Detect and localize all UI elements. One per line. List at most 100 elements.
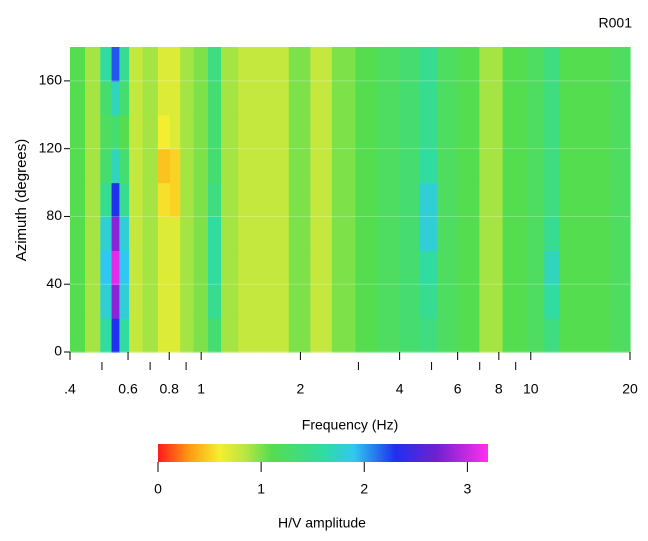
heatmap-cell xyxy=(610,250,631,285)
heatmap-cell xyxy=(221,47,239,82)
heatmap-cell xyxy=(111,148,120,184)
heatmap-cell xyxy=(207,47,222,82)
heatmap-cell xyxy=(399,318,420,353)
heatmap-cell xyxy=(288,148,311,184)
heatmap-cell xyxy=(180,114,195,150)
heatmap-cell xyxy=(170,216,181,251)
heatmap-cell xyxy=(100,250,113,285)
heatmap-cell xyxy=(157,80,171,116)
heatmap-cell xyxy=(378,318,400,353)
heatmap-cell xyxy=(193,216,209,251)
heatmap-cell xyxy=(479,284,504,319)
colorbar-tick-label: 0 xyxy=(154,481,162,497)
heatmap-cell xyxy=(526,318,545,353)
heatmap-cell xyxy=(355,318,379,353)
heatmap-cell xyxy=(221,182,239,218)
x-tick-label: 20 xyxy=(622,381,638,397)
heatmap-cell xyxy=(399,182,420,218)
heatmap-cell xyxy=(142,318,159,353)
heatmap-cell xyxy=(207,148,222,184)
heatmap-cell xyxy=(331,250,357,285)
heatmap-cell xyxy=(583,47,611,82)
heatmap-cell xyxy=(559,148,584,184)
x-tick-label: 8 xyxy=(495,381,503,397)
heatmap-cell xyxy=(238,47,264,82)
heatmap-cell xyxy=(355,148,379,184)
heatmap-cell xyxy=(263,114,290,150)
heatmap-cell xyxy=(100,148,113,184)
x-tick-label: 2 xyxy=(296,381,304,397)
heatmap-cell xyxy=(331,182,357,218)
heatmap-cell xyxy=(157,148,171,184)
heatmap-cell xyxy=(142,284,159,319)
heatmap-cell xyxy=(288,284,311,319)
heatmap-cell xyxy=(70,114,86,150)
colorbar-tick-label: 2 xyxy=(360,481,368,497)
heatmap-cell xyxy=(436,250,458,285)
heatmap-cell xyxy=(479,216,504,251)
heatmap-cell xyxy=(526,114,545,150)
heatmap-cell xyxy=(238,284,264,319)
heatmap-cell xyxy=(180,318,195,353)
heatmap-cell xyxy=(544,80,561,116)
heatmap-cell xyxy=(221,250,239,285)
heatmap-cell xyxy=(502,318,528,353)
heatmap-cell xyxy=(207,80,222,116)
heatmap-cell xyxy=(263,284,290,319)
heatmap-cell xyxy=(355,216,379,251)
heatmap-cell xyxy=(238,80,264,116)
heatmap-cell xyxy=(419,284,438,319)
heatmap-cell xyxy=(142,182,159,218)
heatmap-cell xyxy=(129,182,144,218)
heatmap-cell xyxy=(583,216,611,251)
heatmap-cell xyxy=(193,250,209,285)
heatmap-cell xyxy=(610,182,631,218)
heatmap-cell xyxy=(70,318,86,353)
heatmap-cell xyxy=(111,318,120,353)
heatmap-cell xyxy=(355,80,379,116)
heatmap-cell xyxy=(157,284,171,319)
y-tick-label: 0 xyxy=(54,343,62,359)
heatmap-cell xyxy=(502,47,528,82)
heatmap-cell xyxy=(526,216,545,251)
heatmap-cell xyxy=(129,47,144,82)
heatmap-cell xyxy=(436,182,458,218)
heatmap-cell xyxy=(207,284,222,319)
heatmap-cell xyxy=(157,47,171,82)
heatmap-cell xyxy=(119,284,130,319)
heatmap-cell xyxy=(310,216,333,251)
heatmap-cell xyxy=(129,148,144,184)
heatmap-cell xyxy=(457,250,480,285)
heatmap-cell xyxy=(310,148,333,184)
heatmap-cell xyxy=(419,47,438,82)
heatmap-cell xyxy=(221,80,239,116)
heatmap-cell xyxy=(457,284,480,319)
heatmap-cell xyxy=(583,80,611,116)
heatmap-cell xyxy=(238,114,264,150)
heatmap-cell xyxy=(170,284,181,319)
heatmap-cell xyxy=(399,80,420,116)
heatmap-cell xyxy=(419,182,438,218)
heatmap-cell xyxy=(263,182,290,218)
heatmap-cell xyxy=(119,182,130,218)
heatmap-cell xyxy=(111,114,120,150)
heatmap-cell xyxy=(142,250,159,285)
heatmap-cell xyxy=(331,114,357,150)
heatmap-cell xyxy=(419,250,438,285)
heatmap-cell xyxy=(119,250,130,285)
heatmap-cell xyxy=(355,284,379,319)
heatmap-cell xyxy=(355,182,379,218)
heatmap-cell xyxy=(157,216,171,251)
heatmap-cell xyxy=(479,182,504,218)
heatmap-cell xyxy=(129,250,144,285)
heatmap-cell xyxy=(157,114,171,150)
heatmap-cell xyxy=(142,216,159,251)
heatmap-cell xyxy=(502,250,528,285)
heatmap-cell xyxy=(378,182,400,218)
heatmap-cell xyxy=(559,250,584,285)
heatmap-cell xyxy=(559,182,584,218)
heatmap-cell xyxy=(207,318,222,353)
heatmap-cell xyxy=(221,284,239,319)
heatmap-cell xyxy=(355,47,379,82)
heatmap-cell xyxy=(399,216,420,251)
